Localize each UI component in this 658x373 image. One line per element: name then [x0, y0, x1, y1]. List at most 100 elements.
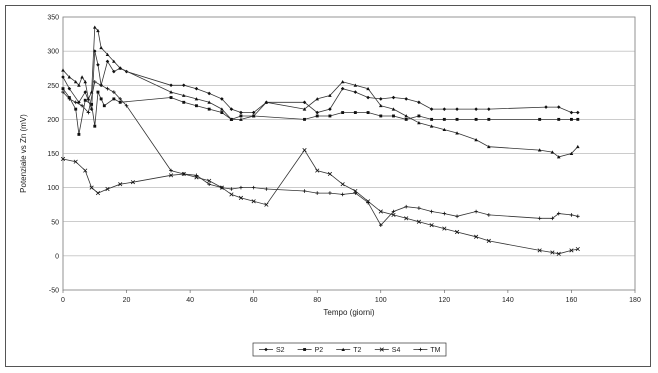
data-point [340, 182, 345, 187]
data-point [404, 97, 408, 101]
data-point [61, 75, 65, 79]
data-point [112, 69, 116, 74]
series-line-tm [62, 81, 578, 226]
y-tick-label: 150 [47, 151, 59, 158]
data-point [404, 216, 409, 221]
data-point [220, 107, 224, 111]
data-point [73, 159, 78, 164]
data-point [105, 59, 110, 64]
data-point [86, 97, 91, 101]
data-point [417, 114, 421, 118]
data-point [575, 246, 580, 252]
data-point [264, 187, 269, 191]
data-point [378, 97, 383, 101]
data-point [251, 199, 256, 204]
data-point [487, 213, 491, 217]
data-point [569, 213, 574, 217]
data-point [239, 114, 243, 118]
data-point [169, 168, 173, 173]
x-tick-label: 40 [186, 297, 194, 304]
data-point [93, 124, 97, 128]
data-point [96, 28, 100, 33]
legend-item-tm: TM [413, 347, 441, 354]
data-point [102, 104, 106, 108]
data-point [538, 117, 542, 121]
data-point [83, 168, 88, 173]
data-point [455, 117, 459, 121]
data-point [442, 226, 447, 231]
data-point [429, 124, 434, 128]
gridlines [63, 16, 635, 291]
y-tick-label: 0 [55, 253, 59, 260]
data-point [417, 206, 421, 210]
data-point [229, 107, 234, 111]
data-point [99, 97, 103, 101]
series-tm [61, 80, 580, 227]
data-point [429, 209, 434, 214]
data-point [80, 103, 84, 108]
data-point [90, 102, 94, 106]
data-point [557, 117, 561, 121]
series-s4 [60, 148, 580, 256]
series-line-s2 [62, 51, 578, 113]
data-point [251, 114, 256, 118]
data-point [391, 212, 396, 218]
data-point [168, 173, 174, 178]
data-point [118, 182, 123, 187]
data-point [92, 80, 97, 84]
data-point [239, 110, 243, 115]
data-point [576, 214, 580, 219]
data-point [195, 104, 198, 108]
data-point [264, 100, 269, 104]
data-point [67, 86, 72, 91]
data-point [341, 111, 345, 114]
data-point [61, 90, 65, 94]
data-point [169, 83, 173, 88]
legend-label: S2 [276, 347, 285, 354]
data-point [99, 83, 103, 88]
data-point [302, 189, 307, 193]
legend-marker [418, 347, 423, 352]
data-point [404, 117, 408, 121]
legend-label: T2 [353, 347, 361, 354]
legend-label: P2 [315, 347, 324, 354]
y-tick-label: -50 [49, 288, 59, 295]
data-point [220, 97, 224, 101]
y-tick-label: 250 [47, 83, 59, 90]
data-point [550, 216, 555, 221]
data-point [315, 97, 320, 101]
data-point [430, 117, 434, 121]
x-tick-label: 80 [313, 297, 321, 304]
data-point [486, 238, 491, 243]
data-point [169, 96, 173, 99]
data-point [576, 110, 580, 115]
legend: S2 P2 T2 S4 TM [252, 342, 447, 357]
data-point [194, 173, 199, 178]
data-point [328, 114, 332, 118]
data-point [124, 103, 129, 108]
data-point [353, 191, 358, 195]
data-point [429, 107, 434, 111]
legend-item-s4: S4 [374, 347, 400, 354]
data-point [67, 97, 72, 101]
data-point [474, 234, 479, 239]
data-point [366, 86, 370, 91]
data-point [487, 117, 491, 121]
data-point [378, 103, 383, 108]
data-point [556, 211, 561, 216]
x-tick-label: 20 [123, 297, 131, 304]
data-point [404, 204, 408, 209]
data-point [60, 156, 66, 162]
data-point [454, 229, 460, 235]
data-point [556, 155, 561, 159]
data-point [302, 107, 307, 111]
data-point [474, 117, 478, 121]
data-point [251, 110, 256, 115]
data-point [442, 117, 446, 121]
data-point [229, 192, 234, 197]
data-point [264, 202, 269, 207]
data-point [61, 68, 65, 72]
data-point [95, 191, 101, 196]
